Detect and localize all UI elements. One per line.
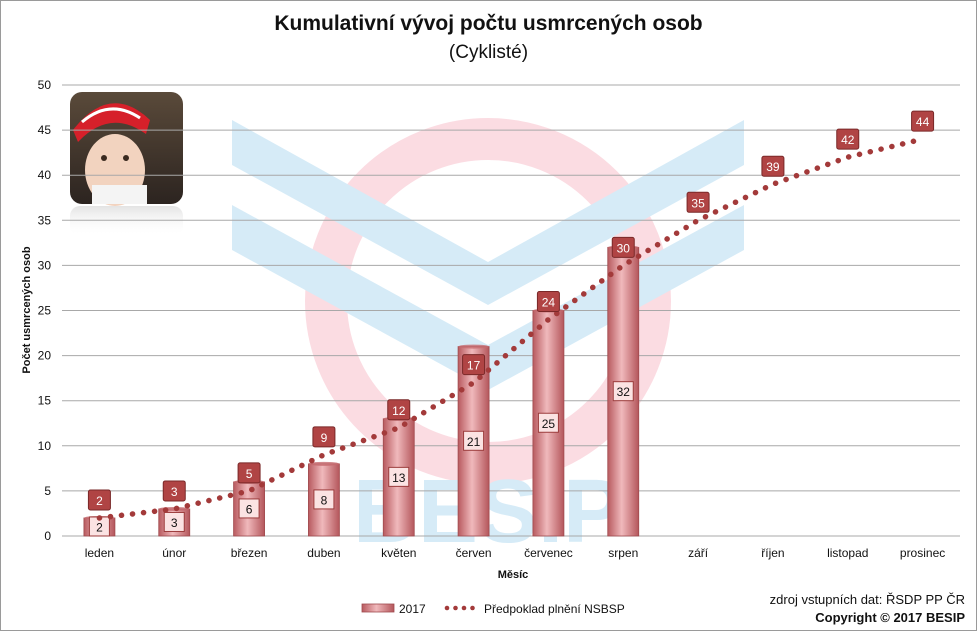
bar-data-label: 32 [617,385,631,399]
x-tick-label: říjen [761,546,784,560]
x-tick-label: září [688,546,709,560]
legend: 2017 Předpoklad plnění NSBSP [361,602,625,616]
chart-subtitle: (Cyklisté) [448,42,529,63]
y-tick-label: 0 [44,529,51,543]
y-tick-label: 35 [38,213,52,227]
y-tick-label: 20 [38,349,52,363]
bar-data-label: 8 [321,493,328,507]
bar-data-label-box [163,511,185,532]
bar-data-label: 21 [467,435,481,449]
legend-dot [461,605,467,611]
bar-data-label: 6 [246,502,253,516]
line-data-label: 17 [467,359,481,373]
line-data-label: 39 [766,160,780,174]
line-data-label-box [312,426,336,448]
data-source-note: zdroj vstupních dat: ŘSDP PP ČR [769,592,965,607]
y-tick-label: 45 [38,123,52,137]
legend-dot [453,605,458,611]
bar-data-label-box [238,498,260,519]
bar-data-label: 25 [542,417,556,431]
child-helmet-photo [70,92,183,236]
line-data-label: 42 [841,133,855,147]
bar-data-label: 13 [392,471,406,485]
y-tick-label: 5 [44,484,51,498]
y-tick-label: 50 [38,78,52,92]
x-axis-title: Měsíc [498,569,529,581]
legend-label-dotted: Předpoklad plnění NSBSP [484,602,625,616]
legend-dot [470,605,475,611]
x-tick-label: leden [85,546,114,560]
line-data-label-box [761,155,785,177]
x-tick-label: únor [162,546,186,560]
line-data-label-box [387,399,411,421]
line-data-label: 12 [392,404,406,418]
line-data-label-box [237,462,261,484]
x-tick-label: červen [456,546,492,560]
legend-swatch-bar [361,603,395,613]
line-data-label: 30 [617,241,631,255]
x-tick-label: duben [307,546,340,560]
chart-title: Kumulativní vývoj počtu usmrcených osob [274,12,703,35]
line-data-label: 24 [542,296,556,310]
legend-dot [444,605,450,611]
bar-top [458,344,490,349]
line-data-label-box [611,236,635,258]
target-dotted-line [96,136,926,521]
x-tick-label: květen [381,546,416,560]
y-tick-label: 10 [38,439,52,453]
y-axis-title: Počet usmrcených osob [21,246,33,373]
line-data-label-box [686,191,710,213]
x-tick-label: srpen [608,546,638,560]
bar-data-label-box [463,430,485,451]
bar-data-label: 2 [96,520,103,534]
line-data-label-box [87,489,111,511]
y-tick-label: 40 [38,168,52,182]
x-tick-label: listopad [827,546,868,560]
line-data-label-box [162,480,186,502]
line-data-label: 9 [321,431,328,445]
x-axis-ticks: leden únor březen duben květen červen červenec… [85,546,946,560]
line-data-label-box [911,110,935,132]
bar-data-label-box [612,381,634,402]
y-tick-label: 15 [38,394,52,408]
x-tick-label: prosinec [900,546,945,560]
bar-data-label-box [537,412,559,433]
line-data-label: 3 [171,485,178,499]
bar-top [308,461,340,466]
grid-lines [62,84,960,537]
legend-label-bar: 2017 [399,602,426,616]
bar-data-label-box [313,489,335,510]
line-data-label: 2 [96,494,103,508]
y-tick-label: 30 [38,258,52,272]
copyright-note: Copyright © 2017 BESIP [815,610,965,625]
legend-swatch-dotted [444,605,475,611]
y-tick-label: 25 [38,304,52,318]
x-tick-label: březen [231,546,268,560]
bar-data-label-box [388,466,410,487]
line-data-label: 44 [916,115,930,129]
line-data-label-box [836,128,860,150]
y-axis-ticks: 0 5 10 15 20 25 30 35 40 45 50 [38,78,52,543]
line-data-label-box [536,291,560,313]
line-data-label-box [462,354,486,376]
x-tick-label: červenec [524,546,573,560]
line-data-label: 35 [691,196,705,210]
bar-data-label: 3 [171,516,178,530]
line-data-label: 5 [246,467,253,481]
